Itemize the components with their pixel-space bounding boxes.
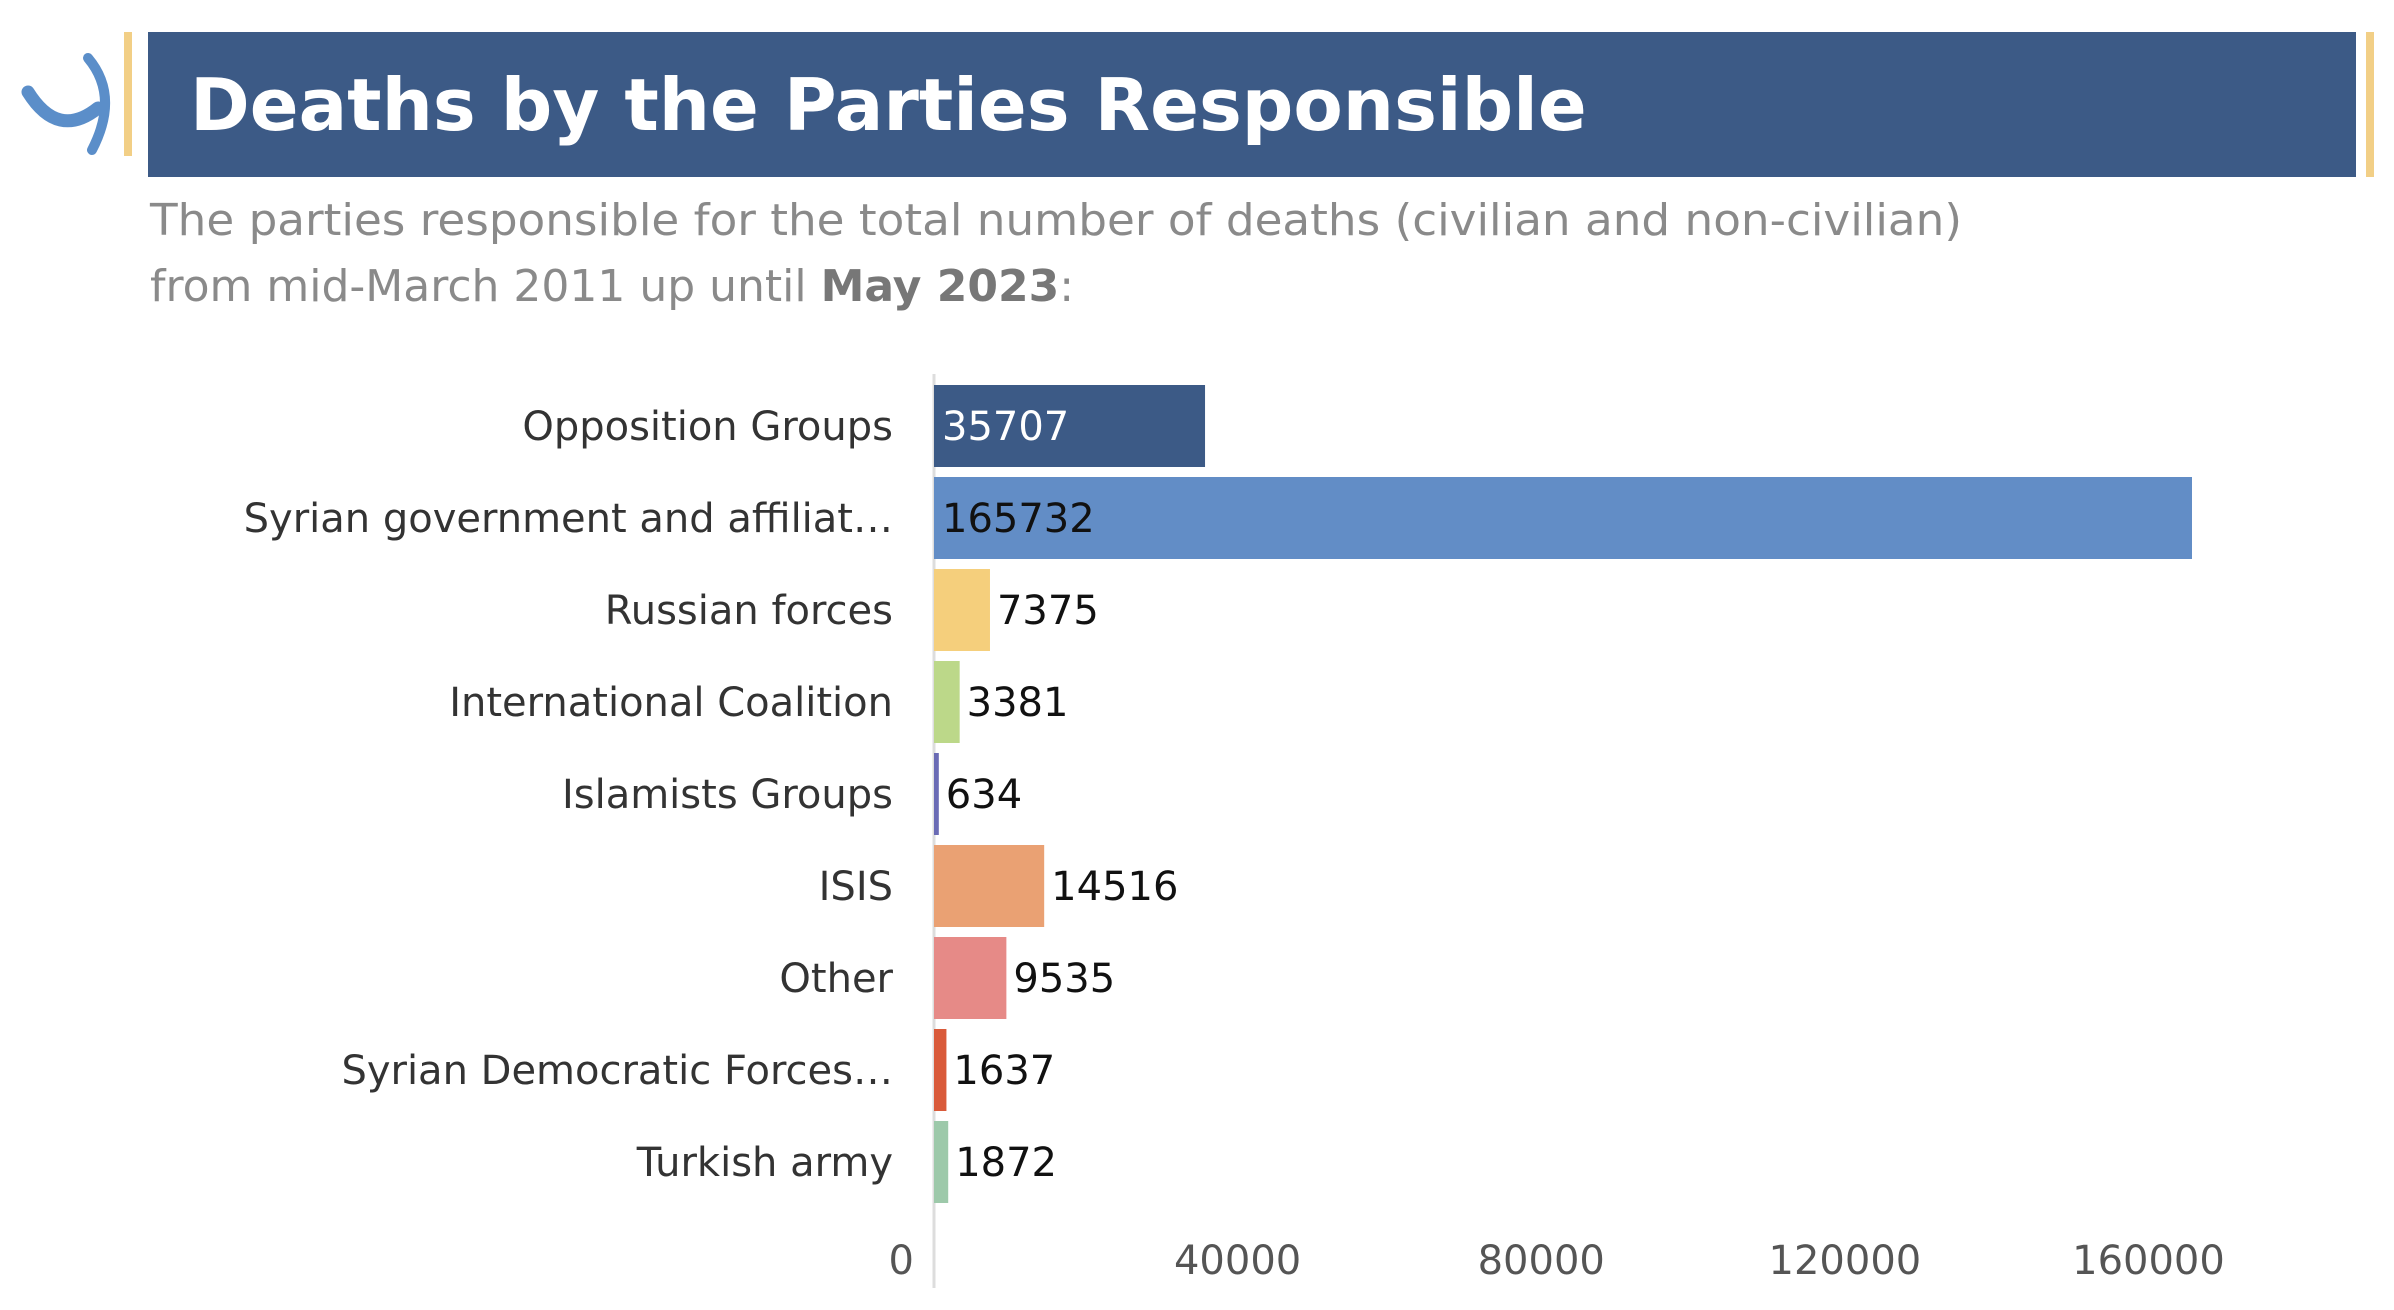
page-title: Deaths by the Parties Responsible xyxy=(190,63,1587,147)
header-accent-left xyxy=(124,32,132,156)
bar-value-label: 3381 xyxy=(967,680,1069,726)
bar-value-label: 1872 xyxy=(955,1140,1057,1186)
bar-value-label: 1637 xyxy=(953,1048,1055,1094)
bar-value-label: 9535 xyxy=(1013,956,1115,1002)
bar xyxy=(934,477,2192,559)
category-label: International Coalition xyxy=(449,680,893,726)
category-label: ISIS xyxy=(819,864,893,910)
bar xyxy=(934,845,1045,927)
bar-value-labels: 35707 165732 7375 3381 634 14516 9535 1637 1872 xyxy=(942,404,1178,1186)
bar-value-label: 634 xyxy=(946,772,1022,818)
category-label: Syrian Democratic Forces… xyxy=(341,1048,893,1094)
category-label: Islamists Groups xyxy=(562,772,893,818)
subtitle-date-prefix: from mid-March 2011 up until xyxy=(150,261,821,312)
bar xyxy=(934,569,990,651)
subtitle-line-1: The parties responsible for the total nu… xyxy=(149,195,1962,246)
bar xyxy=(934,1121,949,1203)
bar-value-label: 14516 xyxy=(1051,864,1178,910)
x-tick-label: 120000 xyxy=(1769,1238,1922,1284)
category-label: Russian forces xyxy=(605,588,893,634)
category-label: Turkish army xyxy=(636,1140,893,1186)
header-accent-right xyxy=(2366,32,2374,177)
category-label: Opposition Groups xyxy=(522,404,893,450)
category-labels: Opposition Groups Syrian government and a… xyxy=(244,404,894,1186)
bars xyxy=(934,385,2192,1203)
x-tick-label: 40000 xyxy=(1174,1238,1301,1284)
header-banner xyxy=(148,32,2356,177)
category-label: Syrian government and affiliat… xyxy=(244,496,893,542)
bar xyxy=(934,937,1007,1019)
bar-value-label: 35707 xyxy=(942,404,1069,450)
bar-value-label: 165732 xyxy=(942,496,1095,542)
bar xyxy=(934,753,939,835)
category-label: Other xyxy=(779,956,893,1002)
bar xyxy=(934,661,960,743)
subtitle-date-suffix: : xyxy=(1059,261,1074,312)
bar-value-label: 7375 xyxy=(997,588,1099,634)
subtitle-line-2: from mid-March 2011 up until May 2023: xyxy=(150,261,1074,312)
x-tick-label: 0 xyxy=(889,1238,914,1284)
subtitle-date: May 2023 xyxy=(821,261,1060,312)
x-tick-label: 80000 xyxy=(1478,1238,1605,1284)
x-tick-label: 160000 xyxy=(2072,1238,2225,1284)
logo-icon xyxy=(21,53,111,155)
bar xyxy=(934,385,1206,467)
x-axis-ticks: 0 40000 80000 120000 160000 xyxy=(889,1238,2225,1284)
bar-chart: Opposition Groups Syrian government and a… xyxy=(244,374,2225,1288)
bar xyxy=(934,1029,947,1111)
